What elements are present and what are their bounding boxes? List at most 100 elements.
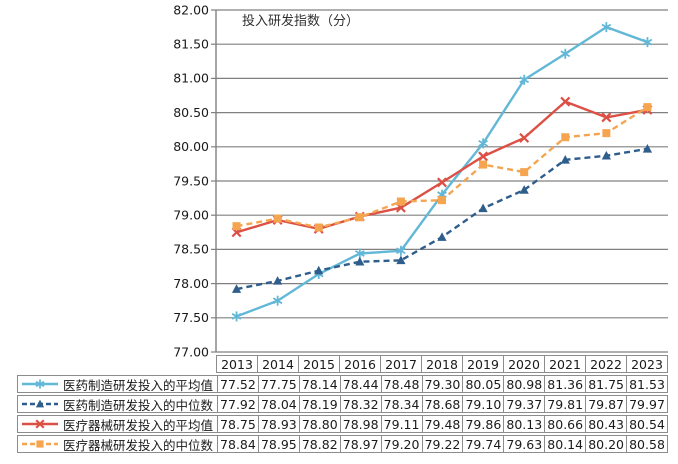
value-cell: 78.80 [298, 416, 340, 432]
value-cell: 79.87 [585, 396, 626, 412]
triangle-marker [642, 144, 653, 153]
series-2-line [236, 147, 648, 291]
value-cell: 78.48 [380, 376, 422, 392]
y-axis-tick-label: 80.00 [173, 139, 209, 154]
legend-key-triangle-icon [22, 399, 58, 408]
year-header-cell: 2015 [298, 356, 339, 372]
value-cell: 81.36 [544, 376, 585, 392]
square-marker [602, 129, 611, 138]
table-header-row: 2013 2014 2015 2016 2017 2018 2019 2020 2021 2022… [216, 355, 668, 373]
square-marker [520, 168, 529, 177]
square-marker [479, 160, 488, 169]
triangle-marker [478, 203, 488, 213]
value-cell: 80.66 [544, 416, 585, 432]
y-axis-tick-label: 79.50 [173, 173, 209, 188]
y-axis-tick-label: 81.50 [173, 37, 209, 52]
value-cell: 78.14 [298, 376, 340, 392]
legend-key-square-icon [22, 440, 58, 448]
value-cell: 78.68 [421, 396, 463, 412]
square-marker [396, 197, 405, 206]
y-axis-tick-label: 78.50 [173, 242, 209, 257]
table-row: 医疗器械研发投入的中位数 78.84 78.95 78.82 78.97 79.20 79.… [17, 435, 668, 453]
value-cell: 79.10 [462, 396, 503, 412]
value-cell: 79.22 [421, 436, 463, 452]
triangle-marker [396, 255, 406, 265]
legend-label: 医疗器械研发投入的平均值 [63, 417, 214, 433]
year-header-cell: 2013 [221, 356, 253, 372]
x-marker [519, 132, 530, 143]
value-cell: 79.30 [421, 376, 463, 392]
value-cell: 80.54 [626, 416, 667, 432]
triangle-marker [273, 276, 283, 285]
x-marker [437, 177, 447, 188]
value-cell: 81.75 [585, 376, 626, 392]
value-cell: 79.48 [421, 416, 463, 432]
value-cell: 80.43 [585, 416, 626, 432]
asterisk-marker [478, 138, 488, 149]
asterisk-marker [272, 295, 283, 306]
year-header-cell: 2022 [585, 356, 626, 372]
square-marker [561, 133, 570, 142]
table-row: 医药制造研发投入的平均值 77.52 77.75 78.14 78.44 78.48 79.… [17, 375, 668, 393]
value-cell: 78.75 [217, 416, 258, 432]
value-cell: 78.04 [257, 396, 299, 412]
asterisk-marker [560, 48, 571, 59]
table-row: 医疗器械研发投入的平均值 78.75 78.93 78.80 78.98 79.11 79.… [17, 415, 668, 433]
table-row: 医药制造研发投入的中位数 77.92 78.04 78.19 78.32 78.34 78.… [17, 395, 668, 413]
x-marker [560, 96, 571, 107]
asterisk-marker [642, 37, 653, 48]
triangle-marker [355, 256, 365, 266]
value-cell: 79.86 [462, 416, 503, 432]
year-header-cell: 2018 [421, 356, 462, 372]
x-marker [35, 419, 45, 429]
value-cell: 78.82 [298, 436, 340, 452]
value-cell: 79.74 [462, 436, 503, 452]
square-marker [232, 222, 241, 231]
square-marker [314, 223, 323, 232]
x-marker [601, 112, 612, 123]
value-cell: 79.11 [380, 416, 422, 432]
triangle-marker [231, 284, 242, 293]
value-cell: 81.53 [626, 376, 667, 392]
square-marker [36, 440, 44, 448]
value-cell: 78.84 [217, 436, 258, 452]
year-header-cell: 2014 [257, 356, 298, 372]
y-axis-tick-label: 81.00 [173, 71, 209, 86]
legend-key-cell: 医疗器械研发投入的中位数 [18, 436, 217, 452]
value-cell: 77.75 [257, 376, 299, 392]
year-header-cell: 2020 [503, 356, 544, 372]
value-cell: 78.19 [298, 396, 340, 412]
asterisk-marker [354, 248, 365, 259]
value-cell: 79.81 [544, 396, 585, 412]
y-axis-tick-label: 77.50 [173, 310, 209, 325]
triangle-marker [437, 232, 447, 241]
triangle-marker [314, 265, 324, 275]
square-marker [355, 213, 364, 222]
chart-title: 投入研发指数（分） [242, 14, 360, 29]
year-header-cell: 2021 [544, 356, 585, 372]
value-cell: 78.44 [339, 376, 381, 392]
square-marker [438, 196, 446, 205]
legend-label: 医药制造研发投入的平均值 [63, 377, 214, 393]
legend-label: 医药制造研发投入的中位数 [63, 397, 214, 413]
value-cell: 78.95 [257, 436, 299, 452]
value-cell: 78.97 [339, 436, 381, 452]
y-axis-tick-label: 80.50 [173, 105, 209, 120]
value-cell: 79.97 [626, 396, 667, 412]
year-header-cell: 2019 [462, 356, 503, 372]
asterisk-marker [396, 245, 406, 256]
year-header-cell: 2017 [380, 356, 421, 372]
value-cell: 78.98 [339, 416, 381, 432]
value-cell: 80.05 [462, 376, 503, 392]
value-cell: 77.92 [217, 396, 258, 412]
value-cell: 78.32 [339, 396, 381, 412]
value-cell: 80.98 [503, 376, 544, 392]
year-header-cell: 2016 [339, 356, 380, 372]
y-axis-tick-label: 77.00 [173, 344, 209, 359]
value-cell: 80.20 [585, 436, 626, 452]
value-cell: 77.52 [217, 376, 258, 392]
value-cell: 80.13 [503, 416, 544, 432]
triangle-marker [560, 154, 570, 164]
year-header-cell: 2023 [626, 356, 667, 372]
